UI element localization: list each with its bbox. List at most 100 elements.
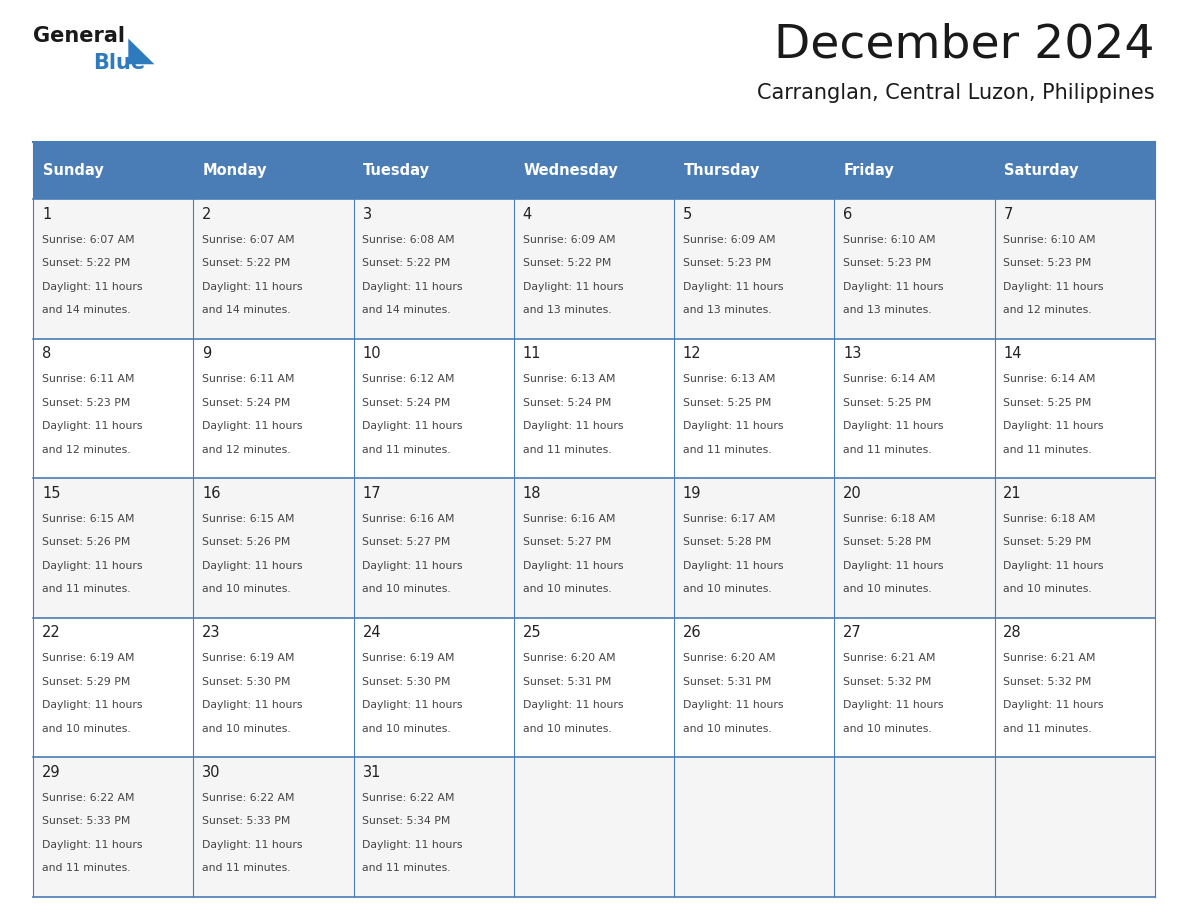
Bar — [33, 339, 194, 478]
Text: and 10 minutes.: and 10 minutes. — [202, 584, 291, 594]
Text: Sunset: 5:25 PM: Sunset: 5:25 PM — [843, 397, 931, 408]
Text: Sunset: 5:30 PM: Sunset: 5:30 PM — [202, 677, 291, 687]
Text: Sunrise: 6:22 AM: Sunrise: 6:22 AM — [42, 793, 134, 803]
Text: and 10 minutes.: and 10 minutes. — [362, 584, 451, 594]
Text: Sunrise: 6:10 AM: Sunrise: 6:10 AM — [1004, 235, 1097, 245]
Text: Sunrise: 6:07 AM: Sunrise: 6:07 AM — [202, 235, 295, 245]
Bar — [33, 757, 194, 897]
Text: and 11 minutes.: and 11 minutes. — [362, 444, 451, 454]
Text: Sunset: 5:25 PM: Sunset: 5:25 PM — [1004, 397, 1092, 408]
Text: and 10 minutes.: and 10 minutes. — [42, 723, 131, 733]
Bar — [994, 199, 1155, 339]
Text: Daylight: 11 hours: Daylight: 11 hours — [1004, 561, 1104, 571]
Text: 6: 6 — [843, 207, 852, 222]
Text: Sunrise: 6:07 AM: Sunrise: 6:07 AM — [42, 235, 134, 245]
Bar — [354, 618, 514, 757]
Text: Sunset: 5:24 PM: Sunset: 5:24 PM — [523, 397, 611, 408]
Text: Daylight: 11 hours: Daylight: 11 hours — [362, 421, 463, 431]
Text: 5: 5 — [683, 207, 693, 222]
Text: and 14 minutes.: and 14 minutes. — [362, 305, 451, 315]
Bar — [514, 618, 674, 757]
Bar — [194, 478, 354, 618]
Bar — [834, 199, 994, 339]
Text: Daylight: 11 hours: Daylight: 11 hours — [362, 840, 463, 850]
Text: Sunrise: 6:22 AM: Sunrise: 6:22 AM — [362, 793, 455, 803]
Text: Sunset: 5:23 PM: Sunset: 5:23 PM — [843, 258, 931, 268]
Text: Sunset: 5:28 PM: Sunset: 5:28 PM — [843, 537, 931, 547]
Bar — [834, 142, 994, 199]
Bar — [834, 339, 994, 478]
Text: Sunrise: 6:12 AM: Sunrise: 6:12 AM — [362, 375, 455, 385]
Text: 18: 18 — [523, 486, 542, 501]
Text: Daylight: 11 hours: Daylight: 11 hours — [523, 700, 624, 711]
Bar — [994, 618, 1155, 757]
Text: Sunrise: 6:08 AM: Sunrise: 6:08 AM — [362, 235, 455, 245]
Bar — [354, 199, 514, 339]
Text: 17: 17 — [362, 486, 381, 501]
Bar — [674, 478, 834, 618]
Text: Daylight: 11 hours: Daylight: 11 hours — [362, 700, 463, 711]
Text: Daylight: 11 hours: Daylight: 11 hours — [843, 700, 943, 711]
Text: Sunday: Sunday — [43, 163, 103, 178]
Text: Tuesday: Tuesday — [364, 163, 430, 178]
Bar — [33, 199, 194, 339]
Text: Sunset: 5:23 PM: Sunset: 5:23 PM — [1004, 258, 1092, 268]
Bar — [354, 757, 514, 897]
Text: Sunrise: 6:13 AM: Sunrise: 6:13 AM — [523, 375, 615, 385]
Text: Daylight: 11 hours: Daylight: 11 hours — [362, 282, 463, 292]
Text: Sunset: 5:29 PM: Sunset: 5:29 PM — [42, 677, 131, 687]
Bar — [514, 199, 674, 339]
Text: Daylight: 11 hours: Daylight: 11 hours — [42, 561, 143, 571]
Text: Sunset: 5:34 PM: Sunset: 5:34 PM — [362, 816, 451, 826]
Text: 9: 9 — [202, 346, 211, 362]
Text: 24: 24 — [362, 625, 381, 641]
Text: Sunset: 5:30 PM: Sunset: 5:30 PM — [362, 677, 451, 687]
Text: Daylight: 11 hours: Daylight: 11 hours — [202, 840, 303, 850]
Text: 8: 8 — [42, 346, 51, 362]
Text: Sunrise: 6:11 AM: Sunrise: 6:11 AM — [202, 375, 295, 385]
Bar — [33, 142, 194, 199]
Text: Daylight: 11 hours: Daylight: 11 hours — [523, 282, 624, 292]
Text: Sunset: 5:28 PM: Sunset: 5:28 PM — [683, 537, 771, 547]
Text: Daylight: 11 hours: Daylight: 11 hours — [42, 700, 143, 711]
Bar — [514, 478, 674, 618]
Text: General: General — [33, 26, 125, 46]
Bar — [194, 339, 354, 478]
Text: 7: 7 — [1004, 207, 1012, 222]
Text: Sunrise: 6:19 AM: Sunrise: 6:19 AM — [202, 654, 295, 664]
Text: Sunset: 5:31 PM: Sunset: 5:31 PM — [683, 677, 771, 687]
Text: December 2024: December 2024 — [775, 23, 1155, 68]
Bar — [33, 478, 194, 618]
Bar — [194, 618, 354, 757]
Bar — [514, 757, 674, 897]
Text: 31: 31 — [362, 765, 381, 780]
Text: Daylight: 11 hours: Daylight: 11 hours — [42, 840, 143, 850]
Text: Sunrise: 6:21 AM: Sunrise: 6:21 AM — [1004, 654, 1095, 664]
Text: and 11 minutes.: and 11 minutes. — [843, 444, 931, 454]
Text: Sunrise: 6:13 AM: Sunrise: 6:13 AM — [683, 375, 776, 385]
Text: Wednesday: Wednesday — [524, 163, 618, 178]
Text: Sunrise: 6:10 AM: Sunrise: 6:10 AM — [843, 235, 936, 245]
Text: 4: 4 — [523, 207, 532, 222]
Text: Carranglan, Central Luzon, Philippines: Carranglan, Central Luzon, Philippines — [757, 83, 1155, 103]
Text: Monday: Monday — [203, 163, 267, 178]
Text: Daylight: 11 hours: Daylight: 11 hours — [523, 421, 624, 431]
Bar — [33, 618, 194, 757]
Text: Sunset: 5:22 PM: Sunset: 5:22 PM — [362, 258, 451, 268]
Text: and 12 minutes.: and 12 minutes. — [42, 444, 131, 454]
Text: and 10 minutes.: and 10 minutes. — [1004, 584, 1092, 594]
Text: and 13 minutes.: and 13 minutes. — [843, 305, 931, 315]
Bar — [514, 339, 674, 478]
Text: Sunset: 5:31 PM: Sunset: 5:31 PM — [523, 677, 611, 687]
Text: Daylight: 11 hours: Daylight: 11 hours — [202, 282, 303, 292]
Text: Daylight: 11 hours: Daylight: 11 hours — [42, 421, 143, 431]
Text: Sunset: 5:32 PM: Sunset: 5:32 PM — [1004, 677, 1092, 687]
Text: 19: 19 — [683, 486, 701, 501]
Text: and 10 minutes.: and 10 minutes. — [202, 723, 291, 733]
Bar — [674, 618, 834, 757]
Polygon shape — [128, 39, 154, 64]
Text: and 13 minutes.: and 13 minutes. — [683, 305, 771, 315]
Text: Sunrise: 6:20 AM: Sunrise: 6:20 AM — [523, 654, 615, 664]
Text: 27: 27 — [843, 625, 861, 641]
Text: 1: 1 — [42, 207, 51, 222]
